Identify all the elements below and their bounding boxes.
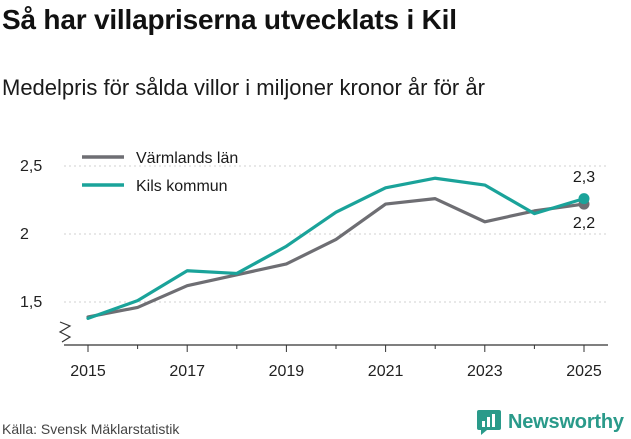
chart-subtitle: Medelpris för sålda villor i miljoner kr… — [2, 75, 485, 100]
brand-logo: Newsworthy — [476, 407, 624, 437]
newsworthy-icon — [477, 410, 501, 435]
series-line-1 — [86, 176, 586, 320]
y-tick-label: 2,5 — [20, 158, 42, 175]
x-tick-label: 2017 — [169, 363, 205, 380]
x-tick-label: 2021 — [368, 363, 404, 380]
chart-title: Så har villapriserna utvecklats i Kil — [2, 4, 457, 35]
end-label-kil: 2,3 — [573, 169, 595, 186]
axis-break-mark — [58, 321, 72, 343]
x-tick-label: 2019 — [269, 363, 305, 380]
y-tick-label: 1,5 — [20, 294, 42, 311]
x-tick-label: 2025 — [566, 363, 602, 380]
source-note: Källa: Svensk Mäklarstatistik — [2, 421, 180, 437]
legend-label: Värmlands län — [136, 150, 238, 167]
legend: Värmlands län Kils kommun — [82, 150, 238, 195]
x-axis: 2015 2017 2019 2021 2023 2025 — [64, 344, 608, 380]
y-axis-ticks: 1,5 2 2,5 — [20, 158, 72, 343]
brand-name: Newsworthy — [508, 410, 624, 433]
end-label-varmland: 2,2 — [573, 215, 595, 232]
y-tick-label: 2 — [20, 226, 29, 243]
series-line-0 — [86, 197, 586, 319]
x-tick-label: 2015 — [70, 363, 106, 380]
x-tick-label: 2023 — [467, 363, 503, 380]
series — [86, 176, 590, 320]
legend-label: Kils kommun — [136, 178, 228, 195]
end-labels: 2,3 2,2 — [573, 169, 595, 232]
series-end-point-1 — [578, 193, 590, 205]
gridlines — [64, 165, 608, 303]
